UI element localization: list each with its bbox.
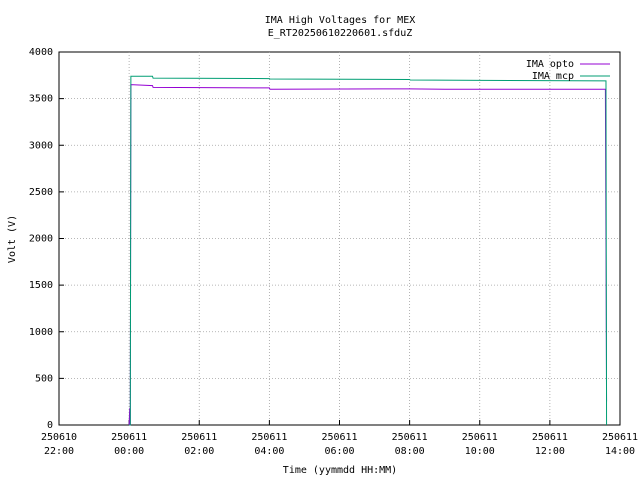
y-tick-label: 0 — [47, 420, 53, 431]
chart-title: IMA High Voltages for MEX — [265, 15, 416, 26]
y-tick-label: 3000 — [29, 140, 53, 151]
x-tick-label: 250611 08:00 — [392, 432, 428, 457]
x-tick-label: 250610 22:00 — [41, 432, 77, 457]
y-tick-label: 1500 — [29, 280, 53, 291]
data-line — [128, 84, 608, 426]
y-axis-label: Volt (V) — [7, 215, 18, 263]
y-tick-label: 3500 — [29, 94, 53, 105]
legend-label: IMA mcp — [532, 71, 574, 82]
x-axis-label: Time (yymmdd HH:MM) — [283, 465, 397, 476]
data-line — [129, 75, 608, 426]
x-tick-label: 250611 00:00 — [111, 432, 147, 457]
x-tick-label: 250611 10:00 — [462, 432, 498, 457]
x-tick-label: 250611 04:00 — [251, 432, 287, 457]
legend-label: IMA opto — [526, 59, 574, 70]
x-tick-label: 250611 06:00 — [321, 432, 357, 457]
chart-subtitle: E_RT20250610220601.sfduZ — [268, 28, 413, 39]
y-tick-label: 4000 — [29, 47, 53, 58]
x-tick-label: 250611 14:00 — [602, 432, 638, 457]
x-tick-label: 250611 12:00 — [532, 432, 568, 457]
y-tick-label: 2500 — [29, 187, 53, 198]
y-tick-label: 500 — [35, 373, 53, 384]
y-tick-label: 2000 — [29, 234, 53, 245]
x-tick-label: 250611 02:00 — [181, 432, 217, 457]
y-tick-label: 1000 — [29, 327, 53, 338]
